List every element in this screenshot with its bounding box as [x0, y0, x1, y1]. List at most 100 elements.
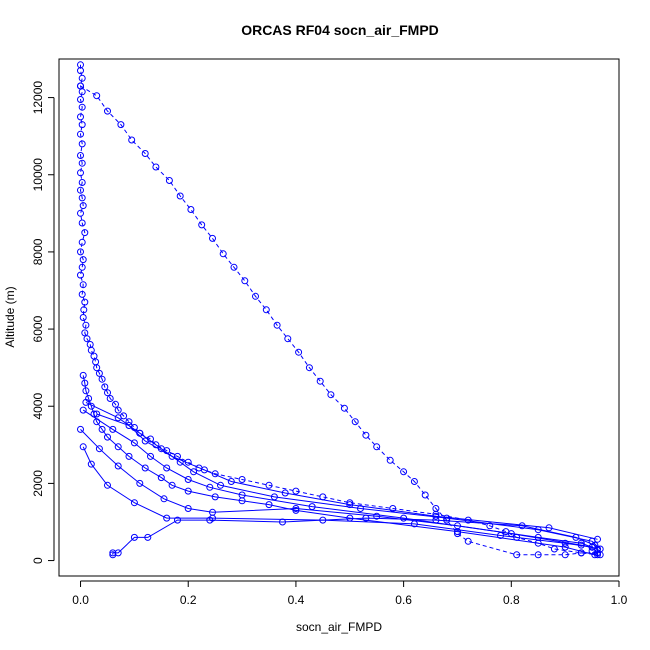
data-point — [252, 292, 259, 300]
data-point — [141, 150, 149, 157]
data-point — [112, 400, 119, 408]
x-axis: 0.0 0.2 0.4 0.6 0.8 1.0 — [72, 580, 628, 607]
data-point — [87, 460, 95, 468]
data-point — [160, 495, 168, 503]
data-point — [125, 418, 133, 426]
data-point — [340, 404, 348, 412]
data-point — [163, 464, 171, 472]
series-5 — [77, 425, 596, 551]
data-point — [104, 481, 111, 489]
series-1 — [77, 61, 601, 559]
data-point — [93, 410, 101, 418]
data-point — [109, 425, 117, 433]
data-point — [78, 238, 86, 246]
x-tick-label: 0.0 — [72, 593, 89, 607]
data-point — [362, 431, 370, 439]
series-3-line — [82, 375, 598, 556]
data-point — [106, 395, 114, 402]
data-point — [174, 516, 181, 524]
data-point — [93, 92, 101, 100]
y-axis-label: Altitude (m) — [3, 286, 17, 347]
data-point — [77, 67, 84, 75]
series-4-line — [82, 446, 593, 551]
data-point — [308, 503, 316, 511]
data-point — [104, 107, 111, 115]
x-tick-label: 0.4 — [288, 593, 305, 607]
y-axis: 0 2000 4000 6000 8000 10000 12000 — [31, 81, 55, 564]
data-point — [284, 335, 292, 343]
data-point — [77, 271, 84, 279]
data-point — [163, 514, 171, 522]
y-tick-label: 10000 — [31, 158, 45, 192]
data-point — [389, 505, 397, 512]
data-point — [262, 306, 270, 314]
data-point — [98, 375, 106, 383]
data-point — [292, 506, 300, 514]
data-point — [81, 329, 89, 337]
data-point — [144, 533, 152, 541]
y-tick-label: 2000 — [31, 470, 45, 497]
y-tick-label: 4000 — [31, 393, 45, 420]
data-point — [82, 321, 90, 329]
data-point — [174, 452, 181, 460]
data-point — [77, 113, 84, 121]
data-point — [219, 250, 227, 258]
data-point — [141, 464, 149, 472]
data-point — [577, 541, 585, 549]
data-point — [373, 512, 381, 520]
data-point — [87, 346, 95, 354]
data-point — [78, 103, 86, 111]
data-point — [351, 418, 359, 426]
data-point — [93, 364, 101, 372]
data-point — [82, 398, 90, 406]
data-point — [292, 487, 300, 495]
data-point — [130, 533, 138, 541]
data-point — [507, 530, 515, 538]
data-point — [486, 522, 494, 530]
data-point — [176, 458, 184, 466]
data-point — [125, 452, 133, 460]
data-point — [432, 512, 440, 520]
data-point — [81, 379, 89, 387]
data-point — [83, 335, 91, 343]
data-point — [265, 481, 273, 489]
x-tick-label: 1.0 — [611, 593, 628, 607]
data-point — [152, 163, 160, 171]
data-point — [561, 551, 569, 559]
data-point — [78, 194, 86, 202]
x-axis-label: socn_air_FMPD — [296, 620, 382, 634]
data-point — [230, 263, 238, 271]
data-point — [211, 493, 219, 501]
data-point — [400, 514, 408, 522]
data-point — [95, 445, 103, 453]
data-point — [114, 443, 122, 451]
data-point — [209, 508, 216, 516]
series-8-line — [96, 413, 598, 540]
data-point — [206, 483, 214, 491]
plot-frame — [58, 58, 620, 577]
data-point — [130, 499, 138, 507]
data-point — [114, 414, 122, 422]
data-point — [305, 364, 313, 372]
data-point — [373, 443, 381, 451]
series-5-line — [80, 429, 593, 548]
data-point — [596, 545, 604, 553]
data-point — [165, 177, 173, 184]
data-point — [238, 476, 246, 483]
data-point — [184, 505, 192, 512]
data-point — [319, 516, 327, 524]
data-point — [346, 499, 354, 507]
data-point — [265, 501, 273, 509]
data-point — [432, 505, 440, 512]
data-point — [209, 234, 216, 242]
data-point — [561, 543, 569, 551]
data-point — [117, 121, 125, 129]
data-point — [184, 487, 192, 495]
data-point — [101, 383, 109, 391]
data-point — [130, 439, 138, 447]
x-tick-label: 0.2 — [180, 593, 197, 607]
data-point — [346, 501, 354, 509]
data-point — [77, 425, 84, 433]
data-point — [198, 221, 206, 229]
